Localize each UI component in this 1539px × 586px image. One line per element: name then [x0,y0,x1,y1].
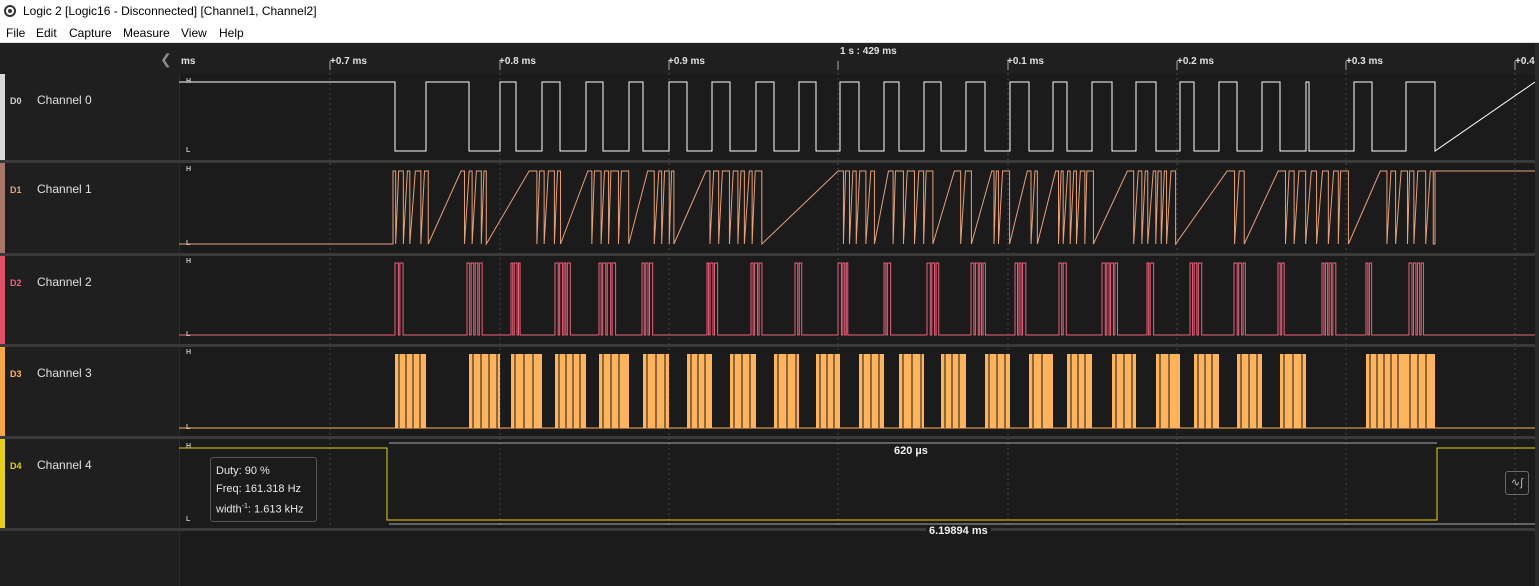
time-tick-label: +0.9 ms [668,56,705,67]
menu-file[interactable]: File [6,26,26,40]
high-level-label: H [186,258,192,265]
low-level-label: L [186,424,191,431]
channel-3-burst [1366,354,1406,428]
freq-line: Freq: 161.318 Hz [216,483,302,495]
time-tick-label: ms [181,56,196,67]
channel-color-strip [0,439,5,528]
channel-row-2[interactable]: D2 Channel 2 [0,256,179,344]
high-level-label: H [186,349,192,356]
channel-row-4[interactable]: D4 Channel 4 [0,439,179,528]
main-area: ❮ D0 Channel 0 D1 Channel 1 D2 Channel 2… [0,43,1539,586]
timeline-timestamp: 1 s : 429 ms [840,46,897,57]
logic-app-icon [4,5,16,17]
menu-bar: File Edit Capture Measure View Help [0,23,1539,43]
channel-color-strip [0,163,5,253]
channel-code: D0 [10,96,22,106]
menu-edit[interactable]: Edit [36,26,57,40]
channel-separator [0,253,1539,256]
measurement-tooltip: Duty: 90 % Freq: 161.318 Hz width-1: 1.6… [210,457,317,522]
title-bar: Logic 2 [Logic16 - Disconnected] [Channe… [0,0,1539,23]
vertical-scrollbar[interactable] [1535,43,1539,586]
channel-name[interactable]: Channel 0 [37,93,92,107]
channel-separator [0,344,1539,347]
channel-separator [0,528,1539,531]
high-level-label: H [186,443,192,450]
channel-row-1[interactable]: D1 Channel 1 [0,163,179,253]
channel-code: D3 [10,369,22,379]
time-tick-label: +0.7 ms [330,56,367,67]
high-level-label: H [186,166,192,173]
channel-code: D4 [10,461,22,471]
channel-name[interactable]: Channel 4 [37,458,92,472]
channel-2-waveform [179,262,1535,336]
menu-measure[interactable]: Measure [123,26,170,40]
low-level-label: L [186,516,191,523]
time-tick-label: +0.1 ms [1007,56,1044,67]
width-line: width-1: 1.613 kHz [216,503,304,516]
channel-color-strip [0,74,5,160]
channel-code: D2 [10,278,22,288]
channel-separator [0,436,1539,439]
channel-3-burst [395,354,426,428]
chevron-left-icon[interactable]: ❮ [160,51,172,67]
channel-3-burst [1406,354,1435,428]
channel-name[interactable]: Channel 2 [37,275,92,289]
freq-value: 161.318 Hz [244,483,302,495]
duty-value: 90 % [244,465,270,477]
channel-0-waveform [179,81,1535,152]
menu-capture[interactable]: Capture [69,26,112,40]
channel-row-3[interactable]: D3 Channel 3 [0,347,179,436]
channel-code: D1 [10,185,22,195]
time-tick-label: +0.3 ms [1346,56,1383,67]
channel-3-burst [599,354,629,428]
duty-line: Duty: 90 % [216,465,270,477]
channel-3-burst [555,354,586,428]
waveform-canvas[interactable] [179,43,1535,586]
channel-1-waveform [179,170,1535,246]
channel-row-0[interactable]: D0 Channel 0 [0,74,179,160]
width-value: : 1.613 kHz [247,503,304,516]
menu-view[interactable]: View [181,26,207,40]
waveform-measure-icon[interactable]: ∿∫ [1505,471,1529,495]
channel-color-strip [0,347,5,436]
menu-help[interactable]: Help [219,26,244,40]
channel-4-waveform [179,447,1535,521]
time-tick-label: +0.2 ms [1177,56,1214,67]
time-tick-label: +0.8 ms [499,56,536,67]
pulse-width-label: 620 µs [891,445,931,457]
timeline-header [179,43,1535,74]
channel-name[interactable]: Channel 3 [37,366,92,380]
channel-separator [0,160,1539,163]
channel-3-burst [469,354,500,428]
channel-3-burst [511,354,542,428]
time-tick-label: +0.4 [1515,56,1535,67]
channel-sidebar: ❮ D0 Channel 0 D1 Channel 1 D2 Channel 2… [0,43,180,586]
high-level-label: H [186,78,192,85]
low-level-label: L [186,147,191,154]
window-title: Logic 2 [Logic16 - Disconnected] [Channe… [23,4,317,18]
channel-color-strip [0,256,5,344]
low-level-label: L [186,331,191,338]
period-label: 6.19894 ms [926,525,991,537]
channel-name[interactable]: Channel 1 [37,182,92,196]
low-level-label: L [186,240,191,247]
